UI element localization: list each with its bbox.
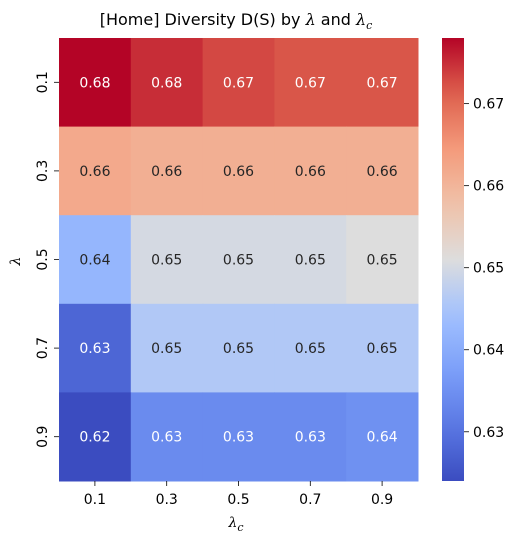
cell-value-label: 0.68 bbox=[79, 75, 110, 91]
heatmap-cells: 0.68 0.68 0.67 0.67 0.67 0.66 0.66 0.66 0.66 0.66… bbox=[59, 38, 419, 482]
heatmap-cell bbox=[130, 392, 204, 482]
colorbar-tick-label: 0.65 bbox=[473, 261, 504, 277]
cell-value-label: 0.64 bbox=[367, 430, 398, 446]
cell-value-label: 0.67 bbox=[367, 75, 398, 91]
cell-value-label: 0.66 bbox=[367, 164, 398, 180]
cell-value-label: 0.66 bbox=[151, 164, 182, 180]
heatmap-cell bbox=[59, 126, 132, 216]
heatmap-cell bbox=[59, 215, 132, 305]
cell-value-label: 0.65 bbox=[151, 341, 182, 357]
heatmap-cell bbox=[274, 303, 347, 393]
heatmap-cell bbox=[274, 126, 347, 216]
heatmap-cell bbox=[346, 392, 419, 482]
x-tick-label: 0.7 bbox=[299, 492, 321, 508]
colorbar bbox=[442, 38, 464, 481]
heatmap-cell bbox=[59, 392, 132, 482]
heatmap-cell bbox=[130, 303, 204, 393]
y-tick-label: 0.7 bbox=[35, 337, 51, 359]
cell-value-label: 0.67 bbox=[295, 75, 326, 91]
heatmap-cell bbox=[130, 38, 204, 128]
heatmap-cell bbox=[346, 215, 419, 305]
cell-value-label: 0.64 bbox=[79, 253, 110, 269]
colorbar-ticks: 0.63 0.64 0.65 0.66 0.67 bbox=[464, 97, 504, 441]
cell-value-label: 0.66 bbox=[79, 164, 110, 180]
heatmap-cell bbox=[130, 126, 204, 216]
cell-value-label: 0.65 bbox=[295, 253, 326, 269]
x-tick-label: 0.1 bbox=[84, 492, 106, 508]
colorbar-tick-label: 0.63 bbox=[473, 425, 504, 441]
heatmap-cell bbox=[346, 303, 419, 393]
heatmap-cell bbox=[130, 215, 204, 305]
colorbar-tick-label: 0.66 bbox=[473, 179, 504, 195]
heatmap-cell bbox=[202, 126, 275, 216]
heatmap-cell bbox=[202, 215, 275, 305]
y-tick-label: 0.3 bbox=[35, 160, 51, 182]
x-tick-labels: 0.1 0.3 0.5 0.7 0.9 bbox=[84, 481, 393, 508]
cell-value-label: 0.65 bbox=[367, 341, 398, 357]
y-tick-label: 0.9 bbox=[35, 426, 51, 448]
chart-title: [Home] Diversity D(S) by λ and λc bbox=[100, 10, 373, 32]
x-tick-label: 0.5 bbox=[227, 492, 249, 508]
cell-value-label: 0.67 bbox=[223, 75, 254, 91]
colorbar-tick-label: 0.67 bbox=[473, 97, 504, 113]
cell-value-label: 0.65 bbox=[367, 253, 398, 269]
heatmap-cell bbox=[59, 303, 132, 393]
heatmap-cell bbox=[346, 126, 419, 216]
cell-value-label: 0.63 bbox=[151, 430, 182, 446]
heatmap-cell bbox=[202, 303, 275, 393]
x-tick-label: 0.9 bbox=[371, 492, 393, 508]
heatmap-cell bbox=[274, 215, 347, 305]
cell-value-label: 0.66 bbox=[295, 164, 326, 180]
x-axis-label: λc bbox=[227, 515, 243, 534]
heatmap-cell bbox=[202, 38, 275, 128]
heatmap-cell bbox=[274, 38, 347, 128]
cell-value-label: 0.68 bbox=[151, 75, 182, 91]
cell-value-label: 0.63 bbox=[79, 341, 110, 357]
cell-value-label: 0.65 bbox=[295, 341, 326, 357]
heatmap-cell bbox=[274, 392, 347, 482]
heatmap-cell bbox=[202, 392, 275, 482]
cell-value-label: 0.65 bbox=[223, 253, 254, 269]
cell-value-label: 0.65 bbox=[151, 253, 182, 269]
y-axis-label: λ bbox=[8, 257, 24, 267]
cell-value-label: 0.62 bbox=[79, 430, 110, 446]
heatmap-cell bbox=[59, 38, 132, 128]
y-tick-label: 0.5 bbox=[35, 248, 51, 270]
cell-value-label: 0.66 bbox=[223, 164, 254, 180]
colorbar-tick-label: 0.64 bbox=[473, 343, 504, 359]
cell-value-label: 0.65 bbox=[223, 341, 254, 357]
y-tick-label: 0.1 bbox=[35, 71, 51, 93]
cell-value-label: 0.63 bbox=[295, 430, 326, 446]
cell-value-label: 0.63 bbox=[223, 430, 254, 446]
y-tick-labels: 0.1 0.3 0.5 0.7 0.9 bbox=[35, 71, 59, 448]
heatmap-cell bbox=[346, 38, 419, 128]
x-tick-label: 0.3 bbox=[156, 492, 178, 508]
